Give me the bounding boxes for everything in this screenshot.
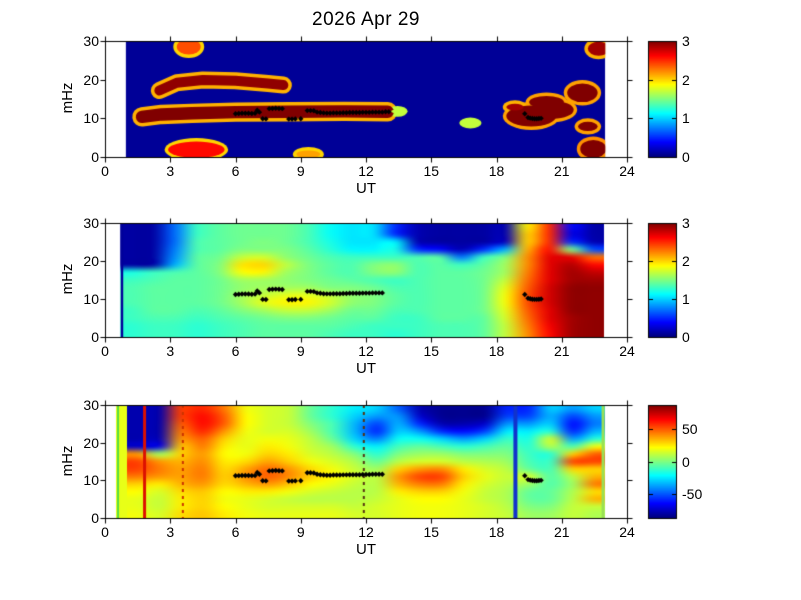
x-axis-label: UT bbox=[356, 541, 376, 558]
y-tick-label: 30 bbox=[83, 215, 99, 231]
x-tick-label: 18 bbox=[488, 163, 505, 179]
x-tick-label: 6 bbox=[231, 343, 240, 359]
colorbar-tick-label: 3 bbox=[682, 215, 690, 231]
x-tick-label: 6 bbox=[231, 524, 240, 540]
x-tick-label: 0 bbox=[101, 163, 109, 179]
x-tick-label: 12 bbox=[358, 524, 374, 540]
x-axis-label: UT bbox=[356, 180, 376, 197]
x-tick-label: 6 bbox=[231, 163, 240, 179]
y-tick-label: 10 bbox=[83, 291, 99, 307]
y-axis-label: mHz bbox=[59, 445, 76, 476]
x-tick-label: 0 bbox=[101, 343, 109, 359]
colorbar-tick-label: 1 bbox=[682, 110, 690, 127]
x-tick-label: 9 bbox=[296, 163, 305, 179]
y-axis-label: mHz bbox=[59, 82, 76, 114]
x-tick-label: 18 bbox=[488, 343, 505, 359]
colorbar-tick-label: 2 bbox=[682, 71, 690, 88]
x-tick-label: 15 bbox=[423, 343, 440, 359]
x-tick-label: 0 bbox=[101, 524, 109, 540]
colorbar-tick-label: 0 bbox=[682, 149, 690, 165]
y-tick-label: 0 bbox=[91, 510, 99, 526]
x-tick-label: 3 bbox=[166, 524, 175, 540]
colorbar-tick-label: 2 bbox=[682, 253, 690, 269]
x-tick-label: 24 bbox=[619, 343, 635, 359]
x-tick-label: 24 bbox=[619, 163, 635, 179]
figure-title: 2026 Apr 29 bbox=[312, 9, 420, 30]
y-axis-label: mHz bbox=[59, 263, 76, 295]
y-tick-label: 30 bbox=[83, 33, 99, 49]
x-tick-label: 12 bbox=[358, 343, 374, 359]
colorbar-tick-label: -50 bbox=[682, 485, 703, 502]
y-tick-label: 0 bbox=[91, 149, 99, 165]
colorbar-tick-label: 50 bbox=[682, 421, 698, 438]
x-tick-label: 3 bbox=[166, 343, 175, 359]
x-tick-label: 21 bbox=[553, 343, 570, 359]
y-tick-label: 20 bbox=[83, 253, 99, 269]
colorbar-tick-label: 0 bbox=[682, 329, 690, 345]
x-tick-label: 18 bbox=[488, 524, 505, 540]
x-tick-label: 21 bbox=[553, 163, 570, 179]
colorbar-tick-label: 3 bbox=[682, 33, 690, 49]
y-tick-label: 10 bbox=[83, 472, 99, 489]
x-tick-label: 15 bbox=[423, 163, 440, 179]
x-tick-label: 12 bbox=[358, 163, 374, 179]
y-tick-label: 20 bbox=[83, 71, 99, 88]
x-axis-label: UT bbox=[356, 360, 376, 377]
x-tick-label: 15 bbox=[423, 524, 440, 540]
y-tick-label: 0 bbox=[91, 329, 99, 345]
y-tick-label: 20 bbox=[83, 434, 99, 451]
colorbar-tick-label: 1 bbox=[682, 291, 690, 307]
x-tick-label: 9 bbox=[296, 524, 305, 540]
x-tick-label: 21 bbox=[553, 524, 570, 540]
x-tick-label: 9 bbox=[296, 343, 305, 359]
x-tick-label: 24 bbox=[619, 524, 635, 540]
y-tick-label: 30 bbox=[83, 397, 99, 413]
colorbar-tick-label: 0 bbox=[682, 453, 690, 470]
x-tick-label: 3 bbox=[166, 163, 175, 179]
y-tick-label: 10 bbox=[83, 110, 99, 127]
